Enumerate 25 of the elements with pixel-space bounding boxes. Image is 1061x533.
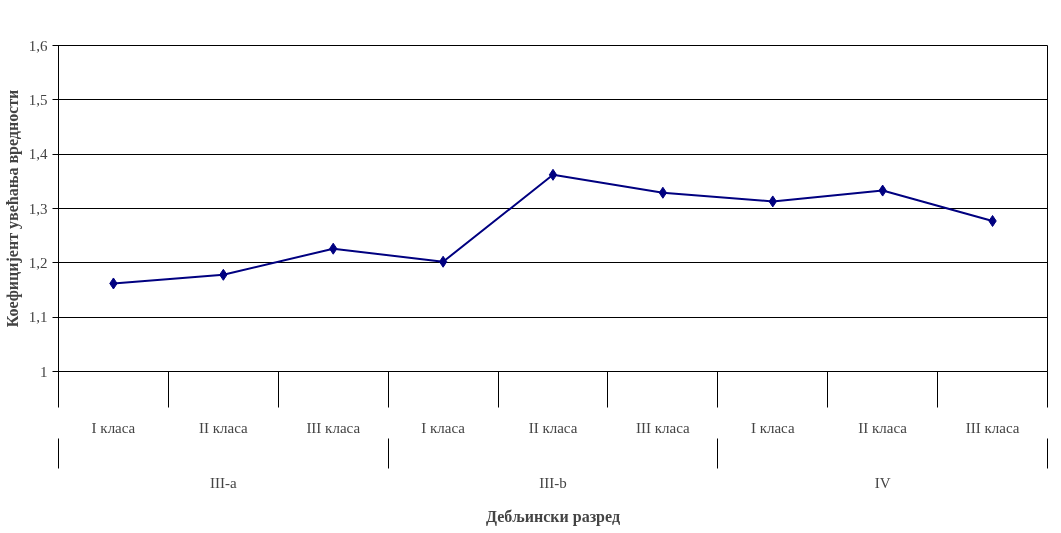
x-tick-label: III класа: [636, 419, 691, 436]
x-tick-label: I класа: [750, 419, 795, 436]
x-tick-label: II класа: [528, 419, 578, 436]
y-tick-label: 1,2: [28, 254, 48, 271]
y-tick-label: 1,6: [28, 37, 48, 54]
y-tick-label: 1,4: [28, 146, 48, 163]
x-tick-label: I класа: [421, 419, 466, 436]
point: [658, 186, 668, 199]
y-tick-label: 1,3: [28, 200, 48, 217]
point: [988, 215, 997, 227]
text: III-a: [210, 474, 237, 491]
y-tick-label: 1,5: [28, 91, 48, 108]
text: III-b: [539, 474, 567, 491]
x-tick-label: I класа: [91, 419, 136, 436]
y-axis-title: Коефицијент увећања вредности: [3, 89, 22, 328]
x-tick-label: II класа: [199, 419, 249, 436]
x-tick-label: III класа: [306, 419, 361, 436]
x-tick-label: II класа: [858, 419, 908, 436]
point: [548, 168, 558, 181]
x-axis-title: Дебљински разред: [486, 507, 620, 526]
y-tick-label: 1: [40, 363, 48, 380]
point: [438, 255, 448, 268]
y-tick-label: 1,1: [28, 309, 48, 326]
text: IV: [874, 474, 891, 491]
x-tick-label: III класа: [965, 419, 1020, 436]
